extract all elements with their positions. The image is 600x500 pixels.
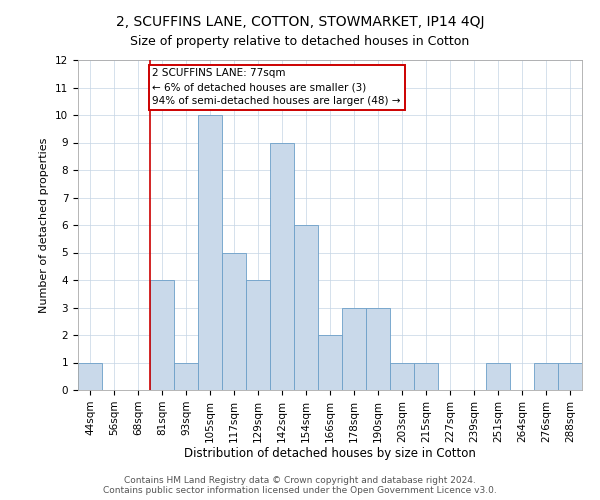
Bar <box>246 280 270 390</box>
Bar <box>294 225 318 390</box>
Bar <box>534 362 558 390</box>
Bar <box>390 362 414 390</box>
Bar <box>174 362 198 390</box>
Bar <box>414 362 438 390</box>
Bar <box>150 280 174 390</box>
Text: Contains HM Land Registry data © Crown copyright and database right 2024.
Contai: Contains HM Land Registry data © Crown c… <box>103 476 497 495</box>
Bar <box>78 362 102 390</box>
Text: Size of property relative to detached houses in Cotton: Size of property relative to detached ho… <box>130 35 470 48</box>
Bar <box>318 335 342 390</box>
Bar <box>558 362 582 390</box>
Y-axis label: Number of detached properties: Number of detached properties <box>40 138 49 312</box>
Bar <box>486 362 510 390</box>
Text: 2, SCUFFINS LANE, COTTON, STOWMARKET, IP14 4QJ: 2, SCUFFINS LANE, COTTON, STOWMARKET, IP… <box>116 15 484 29</box>
Bar <box>198 115 222 390</box>
Bar <box>270 142 294 390</box>
Text: 2 SCUFFINS LANE: 77sqm
← 6% of detached houses are smaller (3)
94% of semi-detac: 2 SCUFFINS LANE: 77sqm ← 6% of detached … <box>152 68 401 106</box>
X-axis label: Distribution of detached houses by size in Cotton: Distribution of detached houses by size … <box>184 448 476 460</box>
Bar <box>366 308 390 390</box>
Bar <box>342 308 366 390</box>
Bar <box>222 252 246 390</box>
